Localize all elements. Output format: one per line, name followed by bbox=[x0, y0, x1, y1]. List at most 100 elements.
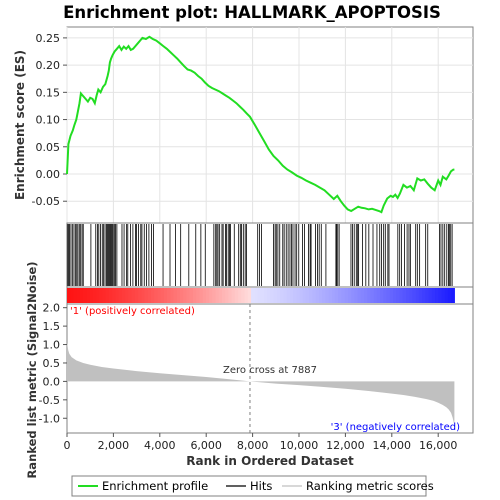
color-bar-segment bbox=[138, 288, 142, 303]
x-tick-label: 2,000 bbox=[98, 439, 130, 452]
es-panel-frame bbox=[66, 26, 474, 224]
metric-tick-label: 1.0 bbox=[43, 339, 61, 352]
color-bar-segment bbox=[412, 288, 417, 303]
x-tick-label: 16,000 bbox=[419, 439, 458, 452]
color-bar-segment bbox=[393, 288, 397, 303]
x-tick-label: 0 bbox=[64, 439, 71, 452]
color-bar-segment bbox=[370, 288, 375, 303]
color-bar-segment bbox=[318, 288, 323, 303]
x-tick-label: 14,000 bbox=[373, 439, 412, 452]
color-bar-segment bbox=[444, 288, 449, 303]
x-tick-label: 12,000 bbox=[326, 439, 365, 452]
color-bar-segment bbox=[118, 288, 123, 303]
color-bar-segment bbox=[409, 288, 413, 303]
color-bar-segment bbox=[267, 288, 271, 303]
legend-label-profile: Enrichment profile bbox=[102, 479, 208, 493]
es-tick-label: 0.25 bbox=[36, 32, 61, 45]
negative-correlation-label: '3' (negatively correlated) bbox=[331, 422, 460, 433]
color-bar-segment bbox=[144, 288, 149, 303]
color-bar-segment bbox=[221, 288, 226, 303]
color-bar-segment bbox=[331, 288, 336, 303]
color-bar-segment bbox=[286, 288, 291, 303]
color-bar-segment bbox=[70, 288, 74, 303]
color-bar-segment bbox=[293, 288, 297, 303]
color-bar-segment bbox=[402, 288, 407, 303]
ranking-metric-area bbox=[67, 342, 455, 430]
metric-panel: -1.0 -0.5 0.0 0.5 1.0 1.5 2.0 '1' (positively … bbox=[25, 261, 474, 479]
es-tick-label: -0.05 bbox=[32, 195, 60, 208]
color-bar-segment bbox=[364, 288, 368, 303]
x-tick-label: 10,000 bbox=[280, 439, 319, 452]
hits-panel-frame bbox=[66, 222, 474, 288]
color-bar-segment bbox=[347, 288, 352, 303]
rank-color-bar-panel bbox=[66, 286, 474, 305]
color-bar-segment bbox=[338, 288, 342, 303]
color-bar-segment bbox=[170, 288, 175, 303]
color-bar-segment bbox=[189, 288, 194, 303]
color-bar-segment bbox=[89, 288, 94, 303]
color-bar-segment bbox=[447, 288, 452, 303]
color-bar-segment bbox=[422, 288, 426, 303]
color-bar-segment bbox=[367, 288, 371, 303]
color-bar-segment bbox=[386, 288, 391, 303]
legend-label-hits: Hits bbox=[250, 479, 272, 493]
color-bar-segment bbox=[67, 288, 71, 303]
color-bar-segment bbox=[234, 288, 239, 303]
chart-title: Enrichment plot: HALLMARK_APOPTOSIS bbox=[63, 3, 441, 22]
color-bar-segment bbox=[334, 288, 339, 303]
legend-label-metric: Ranking metric scores bbox=[306, 479, 434, 493]
legend: Enrichment profile Hits Ranking metric sco… bbox=[71, 475, 434, 497]
color-bar-segment bbox=[167, 288, 171, 303]
color-bar-segment bbox=[92, 288, 97, 303]
color-bar-segment bbox=[147, 288, 152, 303]
es-y-ticks: -0.05 0.00 0.05 0.10 0.15 0.20 0.25 bbox=[32, 32, 67, 208]
color-bar-segment bbox=[406, 288, 410, 303]
color-bar-segment bbox=[238, 288, 242, 303]
color-bar-segment bbox=[199, 288, 204, 303]
legend-items: Enrichment profile Hits Ranking metric sco… bbox=[78, 479, 434, 493]
color-bar-segment bbox=[173, 288, 178, 303]
metric-panel-frame bbox=[66, 303, 474, 434]
color-bar-segment bbox=[315, 288, 320, 303]
color-bar-segment bbox=[73, 288, 78, 303]
es-tick-label: 0.00 bbox=[36, 168, 61, 181]
color-bar-segment bbox=[451, 288, 455, 303]
color-bar-segment bbox=[289, 288, 294, 303]
color-bar-segment bbox=[83, 288, 87, 303]
color-bar-segment bbox=[418, 288, 423, 303]
hits-panel bbox=[66, 222, 474, 288]
color-bar-segment bbox=[205, 288, 210, 303]
color-bar-segment bbox=[273, 288, 278, 303]
legend-box bbox=[71, 475, 427, 497]
color-bar-segment bbox=[425, 288, 430, 303]
color-bar-segment bbox=[180, 288, 184, 303]
color-bar-segment bbox=[157, 288, 162, 303]
color-bar-segment bbox=[134, 288, 139, 303]
color-bar-segment bbox=[121, 288, 126, 303]
color-bar-segment bbox=[302, 288, 307, 303]
color-bar-segment bbox=[244, 288, 249, 303]
color-bar-segment bbox=[108, 288, 113, 303]
metric-tick-label: 2.0 bbox=[43, 302, 61, 315]
color-bar-segment bbox=[150, 288, 155, 303]
metric-tick-label: 1.5 bbox=[43, 320, 61, 333]
ranked-color-bar bbox=[67, 288, 455, 303]
color-bar-segment bbox=[231, 288, 236, 303]
es-tick-label: 0.05 bbox=[36, 141, 61, 154]
color-bar-segment bbox=[441, 288, 446, 303]
x-axis: 0 2,000 4,000 6,000 8,000 10,000 12,000 14,000 1… bbox=[64, 433, 458, 452]
color-bar-segment bbox=[260, 288, 265, 303]
color-bar-segment bbox=[296, 288, 300, 303]
color-bar-segment bbox=[435, 288, 439, 303]
color-bar-segment bbox=[99, 288, 104, 303]
color-bar-segment bbox=[354, 288, 359, 303]
x-tick-label: 6,000 bbox=[190, 439, 222, 452]
color-bar-segment bbox=[128, 288, 133, 303]
color-bar-segment bbox=[154, 288, 158, 303]
color-bar-segment bbox=[192, 288, 197, 303]
metric-y-ticks: -1.0 -0.5 0.0 0.5 1.0 1.5 2.0 bbox=[39, 302, 67, 425]
color-bar-segment bbox=[183, 288, 187, 303]
color-bar-segment bbox=[76, 288, 81, 303]
color-bar-segment bbox=[79, 288, 84, 303]
